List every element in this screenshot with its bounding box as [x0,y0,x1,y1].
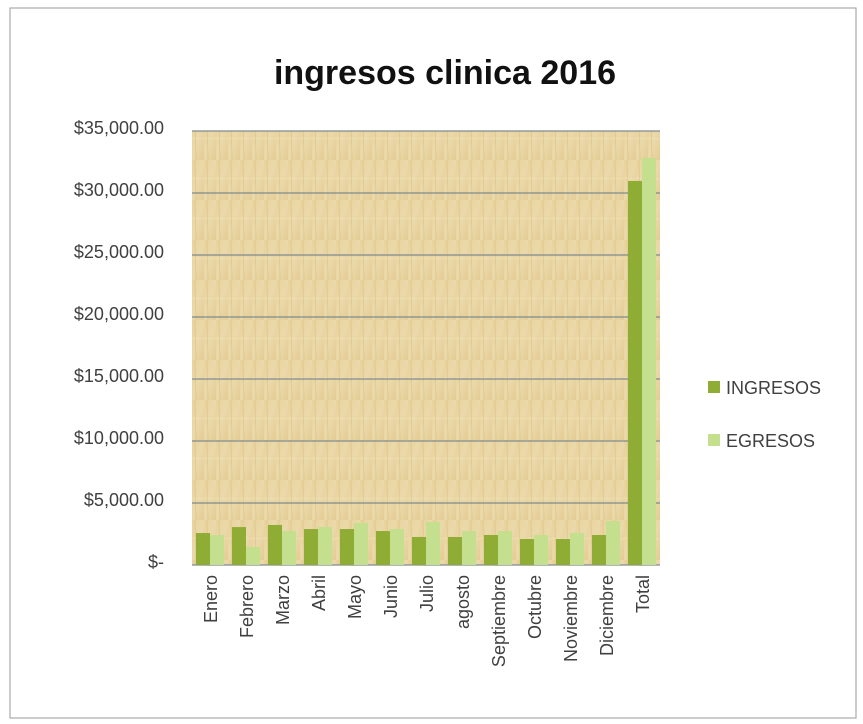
x-tick-label: Diciembre [597,575,617,656]
bar [318,527,332,565]
bar [304,529,318,565]
bar [462,531,476,565]
x-tick-label: Noviembre [561,575,581,662]
bar [376,531,390,565]
x-tick-label: Abril [309,575,329,611]
legend-swatch [708,434,720,446]
bar [448,536,462,565]
x-tick-label: Mayo [345,575,365,619]
x-tick-label: Octubre [525,575,545,639]
y-tick-label: $15,000.00 [74,366,164,386]
chart-title: ingresos clinica 2016 [274,54,616,92]
bar [210,534,224,565]
x-tick-label: Febrero [237,575,257,638]
bar [232,527,246,565]
x-tick-label: agosto [453,575,473,629]
bar [628,180,642,566]
bar [642,158,656,566]
bar [354,522,368,565]
y-tick-label: $- [148,552,164,572]
legend-label: INGRESOS [726,378,821,398]
bar [390,529,404,565]
bar [340,529,354,565]
plot-area [192,131,660,565]
y-tick-label: $30,000.00 [74,180,164,200]
bar [606,520,620,565]
bar [534,534,548,565]
bar [570,533,584,565]
bar [592,534,606,565]
x-tick-label: Marzo [273,575,293,625]
bar [426,521,440,565]
y-tick-label: $35,000.00 [74,118,164,138]
bar [412,536,426,565]
bar [196,533,210,565]
legend-label: EGRESOS [726,431,815,451]
x-tick-label: Julio [417,575,437,612]
bar [484,534,498,565]
legend-swatch [708,381,720,393]
y-tick-label: $25,000.00 [74,242,164,262]
x-tick-label: Septiembre [489,575,509,667]
x-tick-label: Total [633,575,653,613]
x-tick-label: Junio [381,575,401,618]
bar [282,531,296,565]
x-tick-label: Enero [201,575,221,623]
bar [498,531,512,565]
y-tick-label: $10,000.00 [74,428,164,448]
bar [268,524,282,565]
bar [520,538,534,565]
bar [246,547,260,565]
bar [556,538,570,565]
y-tick-label: $20,000.00 [74,304,164,324]
y-tick-label: $5,000.00 [84,490,164,510]
